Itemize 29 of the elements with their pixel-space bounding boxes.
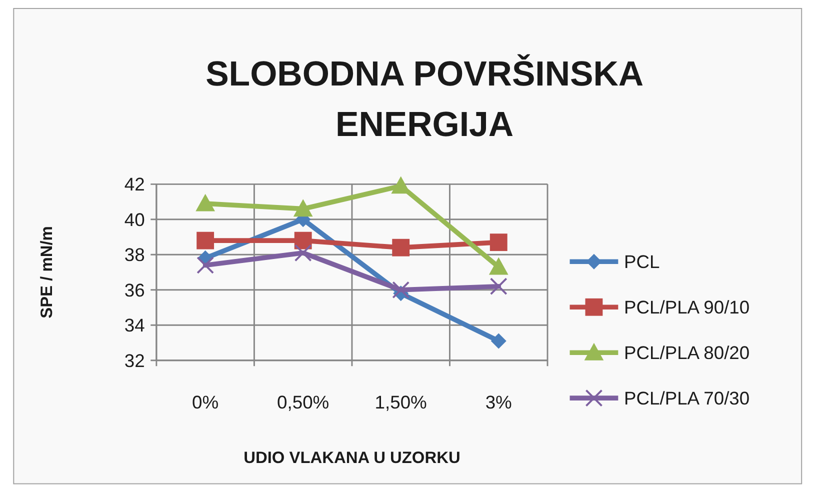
chart-title: SLOBODNA POVRŠINSKA ENERGIJA xyxy=(206,53,644,144)
x-tick-label: 0,50% xyxy=(277,392,330,413)
legend-label: PCL/PLA 70/30 xyxy=(624,388,750,409)
point xyxy=(293,199,313,217)
x-tick-label: 1,50% xyxy=(374,392,427,413)
point xyxy=(490,234,508,252)
point xyxy=(392,281,410,299)
y-tick-label: 36 xyxy=(124,279,145,300)
x-axis-title: UDIO VLAKANA U UZORKU xyxy=(244,448,460,467)
point xyxy=(196,256,214,274)
point xyxy=(294,232,312,250)
y-tick-label: 40 xyxy=(124,208,145,230)
y-tick-label: 42 xyxy=(124,174,145,195)
legend-label: PCL xyxy=(624,251,660,272)
x-tick-label: 0% xyxy=(192,392,219,413)
point xyxy=(392,238,410,256)
point xyxy=(490,333,506,349)
legend-label: PCL/PLA 80/20 xyxy=(624,342,750,364)
point xyxy=(196,194,215,212)
point xyxy=(196,232,214,250)
x-tick-label: 3% xyxy=(485,392,512,413)
y-tick-label: 34 xyxy=(124,314,145,336)
point xyxy=(294,244,312,262)
point xyxy=(490,278,508,296)
y-axis-title: SPE / mN/m xyxy=(38,226,56,318)
legend-label: PCL/PLA 90/10 xyxy=(624,296,750,318)
y-tick-label: 38 xyxy=(124,244,145,266)
y-tick-label: 32 xyxy=(124,350,145,371)
point xyxy=(488,257,508,275)
